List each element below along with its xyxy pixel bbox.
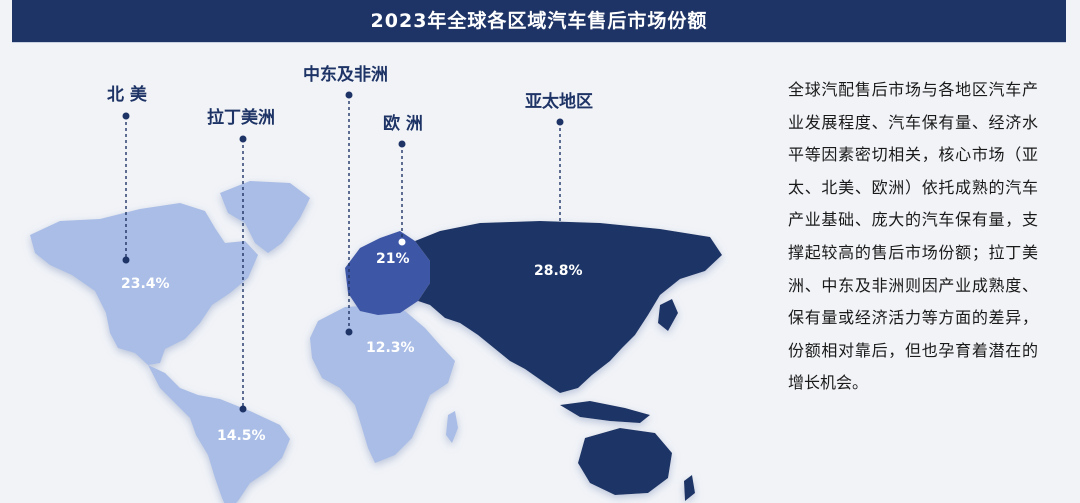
- dot-latin-america-top: [239, 135, 247, 143]
- header-divider: [12, 42, 1066, 43]
- description-text: 全球汽配售后市场与各地区汽车产业发展程度、汽车保有量、经济水平等因素密切相关，核…: [788, 80, 1038, 393]
- north-america-shape: [30, 203, 258, 365]
- europe-shape: [345, 231, 430, 315]
- value-label-europe: 21%: [376, 251, 410, 267]
- value-label-latin-america: 14.5%: [217, 428, 266, 444]
- value-label-north-america: 23.4%: [121, 276, 170, 292]
- value-label-middle-east-africa: 12.3%: [366, 340, 415, 356]
- region-label-latin-america: 拉丁美洲: [207, 108, 275, 128]
- dot-middle-east-africa-top: [345, 91, 353, 99]
- dot-asia-pacific-top: [556, 118, 564, 126]
- australia-shape: [578, 428, 672, 495]
- value-label-asia-pacific: 28.8%: [534, 263, 583, 279]
- region-label-middle-east-africa: 中东及非洲: [303, 65, 388, 85]
- asia-shape: [415, 221, 722, 393]
- dot-north-america-top: [122, 112, 130, 120]
- region-label-europe: 欧 洲: [383, 114, 423, 134]
- new-zealand-shape: [684, 475, 695, 501]
- title-bar: 2023年全球各区域汽车售后市场份额: [12, 0, 1066, 42]
- dot-asia-pacific-bottom: [556, 247, 564, 255]
- madagascar-shape: [446, 411, 458, 443]
- dot-north-america-bottom: [122, 256, 130, 264]
- africa-shape: [310, 305, 455, 463]
- dot-europe-top: [398, 140, 406, 148]
- dot-europe-bottom: [398, 238, 406, 246]
- chart-title: 2023年全球各区域汽车售后市场份额: [370, 10, 708, 32]
- region-label-north-america: 北 美: [107, 85, 147, 105]
- region-label-asia-pacific: 亚太地区: [525, 92, 593, 112]
- indonesia-shape: [560, 401, 650, 423]
- dot-latin-america-bottom: [239, 405, 247, 413]
- latin-america-shape: [148, 365, 290, 503]
- dot-middle-east-africa-bottom: [345, 328, 353, 336]
- world-map: [30, 91, 722, 503]
- japan-shape: [658, 299, 678, 331]
